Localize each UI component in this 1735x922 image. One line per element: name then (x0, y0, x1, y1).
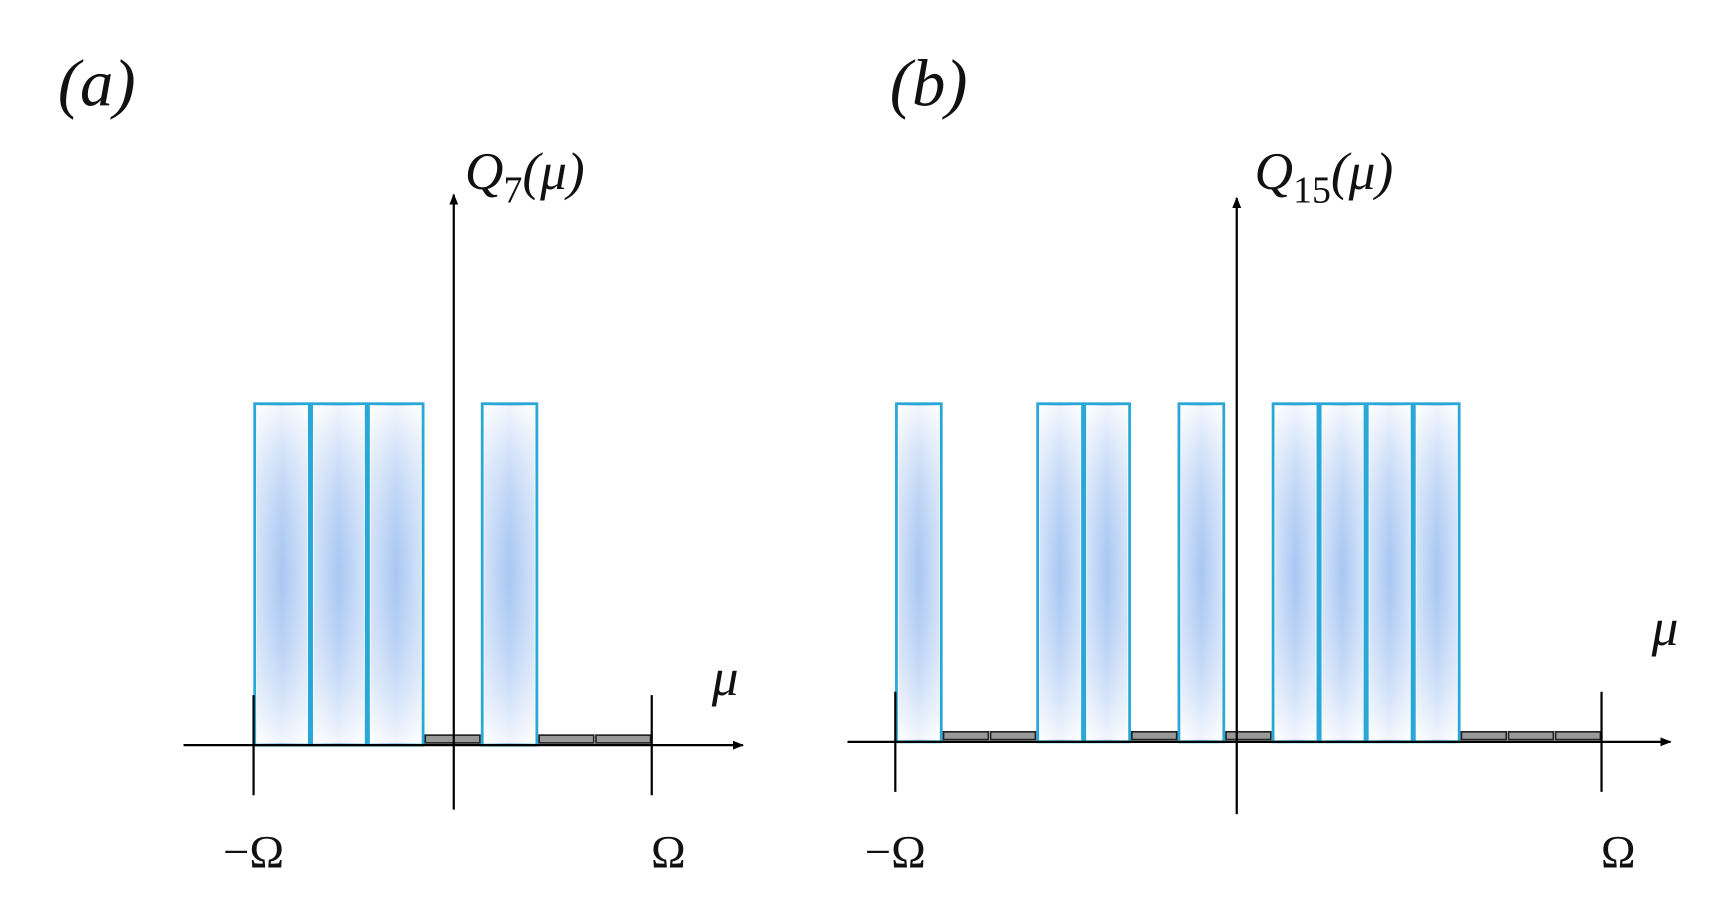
x-axis-label: μ (1651, 597, 1679, 657)
empty-slot (595, 734, 652, 744)
x-axis-label: μ (711, 647, 739, 707)
empty-slot (538, 734, 595, 744)
empty-slot (1225, 730, 1272, 741)
empty-slot (1554, 730, 1602, 741)
empty-slot (1460, 730, 1508, 741)
bar-shade (484, 405, 535, 743)
panel-label: (b) (890, 48, 968, 121)
bar-shade (256, 405, 308, 743)
y-subscript: 7 (503, 169, 522, 211)
y-subscript: 15 (1293, 169, 1331, 211)
empty-slot (1130, 730, 1178, 741)
bar-shade (1039, 405, 1081, 740)
empty-slot (1507, 730, 1555, 741)
bar-shade (1086, 405, 1128, 740)
left-end-label: −Ω (223, 827, 284, 879)
bar-shade (370, 405, 421, 743)
bar-shade (1181, 405, 1222, 740)
y-symbol: Q (1255, 141, 1294, 201)
bar-shade (1322, 405, 1363, 740)
bar-shade (1369, 405, 1410, 740)
left-end-label: −Ω (865, 827, 926, 879)
y-symbol: Q (465, 141, 504, 201)
bar-shade (313, 405, 365, 743)
y-axis-label: Q15(μ) (1255, 141, 1394, 211)
bar-shade (898, 405, 940, 740)
empty-slot (989, 730, 1037, 741)
y-axis-label: Q7(μ) (465, 141, 585, 211)
bar-shade (1275, 405, 1316, 740)
y-argument: (μ) (1331, 141, 1393, 201)
bar-shade (1416, 405, 1457, 740)
right-end-label: Ω (651, 827, 686, 879)
y-argument: (μ) (522, 141, 584, 201)
right-end-label: Ω (1601, 827, 1636, 879)
empty-slot (942, 730, 990, 741)
panel-label: (a) (58, 48, 136, 121)
